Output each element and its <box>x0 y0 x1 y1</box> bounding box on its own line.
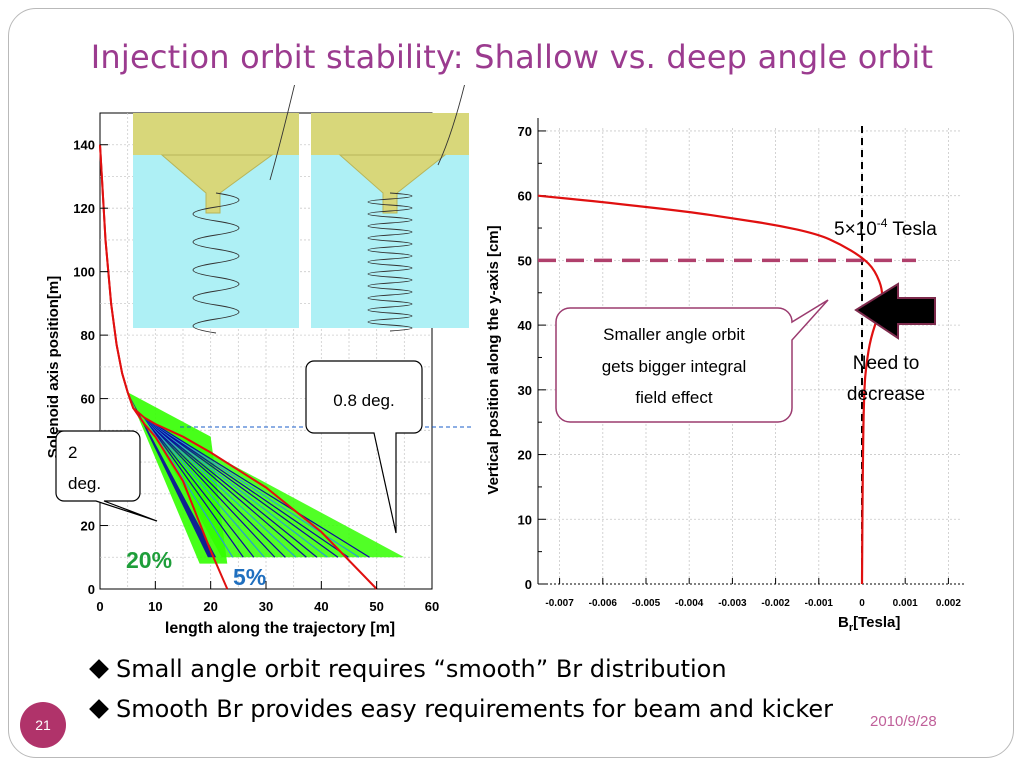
bullet-text-1: Small angle orbit requires “smooth” Br d… <box>116 655 727 683</box>
left-x-tick-label: 0 <box>96 599 103 614</box>
diamond-bullet-icon <box>89 699 109 719</box>
left-y-tick-label: 20 <box>81 519 95 534</box>
blue-trajectory <box>143 417 286 558</box>
need-line1: Need to <box>853 353 920 374</box>
right-x-tick-label: -0.002 <box>761 598 790 609</box>
blue-trajectory <box>143 417 339 558</box>
left-y-tick-label: 140 <box>73 138 95 153</box>
right-x-ticks: -0.007 -0.006 -0.005 -0.004 -0.003 -0.002 -0.0… <box>545 578 961 609</box>
blue-trajectory <box>143 417 255 558</box>
right-x-tick-label: -0.003 <box>718 598 747 609</box>
left-y-tick-label: 120 <box>73 201 95 216</box>
left-x-tick-label: 50 <box>369 599 383 614</box>
slide-date: 2010/9/28 <box>870 713 937 730</box>
callout-line1: Smaller angle orbit <box>603 325 745 344</box>
right-y-tick-label: 20 <box>518 448 532 463</box>
right-x-tick-label: -0.007 <box>545 598 574 609</box>
left-x-axis-label: length along the trajectory [m] <box>165 620 395 637</box>
left-y-tick-label: 80 <box>81 328 95 343</box>
blue-trajectory <box>143 417 318 558</box>
right-y-tick-label: 0 <box>525 577 532 592</box>
left-series-line-2 <box>99 144 378 590</box>
slide-title: Injection orbit stability: Shallow vs. d… <box>90 38 934 76</box>
right-series-line-1 <box>537 194 884 585</box>
right-y-axis-label: Vertical position along the y-axis [cm] <box>485 225 502 494</box>
right-y-tick-label: 50 <box>518 253 532 268</box>
left-arrow-icon <box>854 282 936 340</box>
left-x-tick-label: 40 <box>314 599 328 614</box>
left-y-tick-label: 100 <box>73 265 95 280</box>
left-y-tick-label: 0 <box>88 582 95 597</box>
right-x-tick-label: 0 <box>859 598 865 609</box>
blue-trajectory <box>143 417 349 558</box>
left-x-tick-label: 20 <box>203 599 217 614</box>
callout-2deg-line2: deg. <box>68 474 101 493</box>
right-y-ticks: 0 10 20 30 40 50 60 70 <box>518 124 546 592</box>
right-chart: 0 10 20 30 40 50 60 70 -0.007 -0.006 -0.005 -0.004… <box>485 118 970 634</box>
bullet-item: Smooth Br provides easy requirements for… <box>84 692 833 732</box>
callout-line3: field effect <box>635 388 712 407</box>
callout-2deg-line1: 2 <box>68 443 77 462</box>
right-x-tick-label: 0.001 <box>893 598 918 609</box>
left-x-tick-label: 10 <box>148 599 162 614</box>
right-x-tick-label: -0.004 <box>675 598 704 609</box>
diamond-bullet-icon <box>89 659 109 679</box>
page-number-badge: 21 <box>20 702 66 748</box>
inset-shallow <box>133 85 299 334</box>
left-x-ticks: 0 10 20 30 40 50 60 <box>96 581 439 614</box>
bullet-item: Small angle orbit requires “smooth” Br d… <box>84 652 833 692</box>
right-x-tick-label: -0.005 <box>632 598 661 609</box>
bullet-text-2: Smooth Br provides easy requirements for… <box>116 695 834 723</box>
right-x-tick-label: -0.001 <box>805 598 834 609</box>
blue-trajectory <box>143 417 265 558</box>
right-y-tick-label: 40 <box>518 318 532 333</box>
inset-deep <box>311 85 469 332</box>
right-y-tick-label: 60 <box>518 189 532 204</box>
callout-08deg-text: 0.8 deg. <box>333 391 394 410</box>
callout-2deg: 2 deg. <box>55 430 158 522</box>
bullet-list: Small angle orbit requires “smooth” Br d… <box>84 652 833 732</box>
blue-trajectory <box>143 417 297 558</box>
blue-trajectory <box>143 417 370 558</box>
blue-trajectory <box>143 417 276 558</box>
blue-trajectory <box>143 417 328 558</box>
left-series <box>99 144 378 590</box>
tesla-annotation: 5×10-4 Tesla <box>834 216 937 240</box>
right-x-tick-label: -0.006 <box>589 598 618 609</box>
right-y-tick-label: 70 <box>518 124 532 139</box>
label-5-percent: 5% <box>233 564 266 590</box>
callout-line2: gets bigger integral <box>602 357 747 376</box>
left-x-tick-label: 30 <box>259 599 273 614</box>
right-x-axis-label: Br[Tesla] <box>838 614 900 634</box>
right-series <box>537 194 884 585</box>
left-y-ticks: 020406080100120140 <box>73 138 108 597</box>
left-y-axis-label: Solenoid axis position[m] <box>45 276 62 459</box>
right-y-tick-label: 10 <box>518 512 532 527</box>
need-line2: decrease <box>847 384 925 405</box>
label-20-percent: 20% <box>126 547 172 573</box>
callout-08deg: 0.8 deg. <box>305 360 423 534</box>
left-y-tick-label: 60 <box>81 392 95 407</box>
right-y-tick-label: 30 <box>518 383 532 398</box>
callout-smaller-angle: Smaller angle orbit gets bigger integral… <box>555 299 829 423</box>
left-x-tick-label: 60 <box>425 599 439 614</box>
right-x-tick-label: 0.002 <box>936 598 961 609</box>
blue-trajectory <box>143 417 307 558</box>
blue-trajectory <box>143 417 244 558</box>
